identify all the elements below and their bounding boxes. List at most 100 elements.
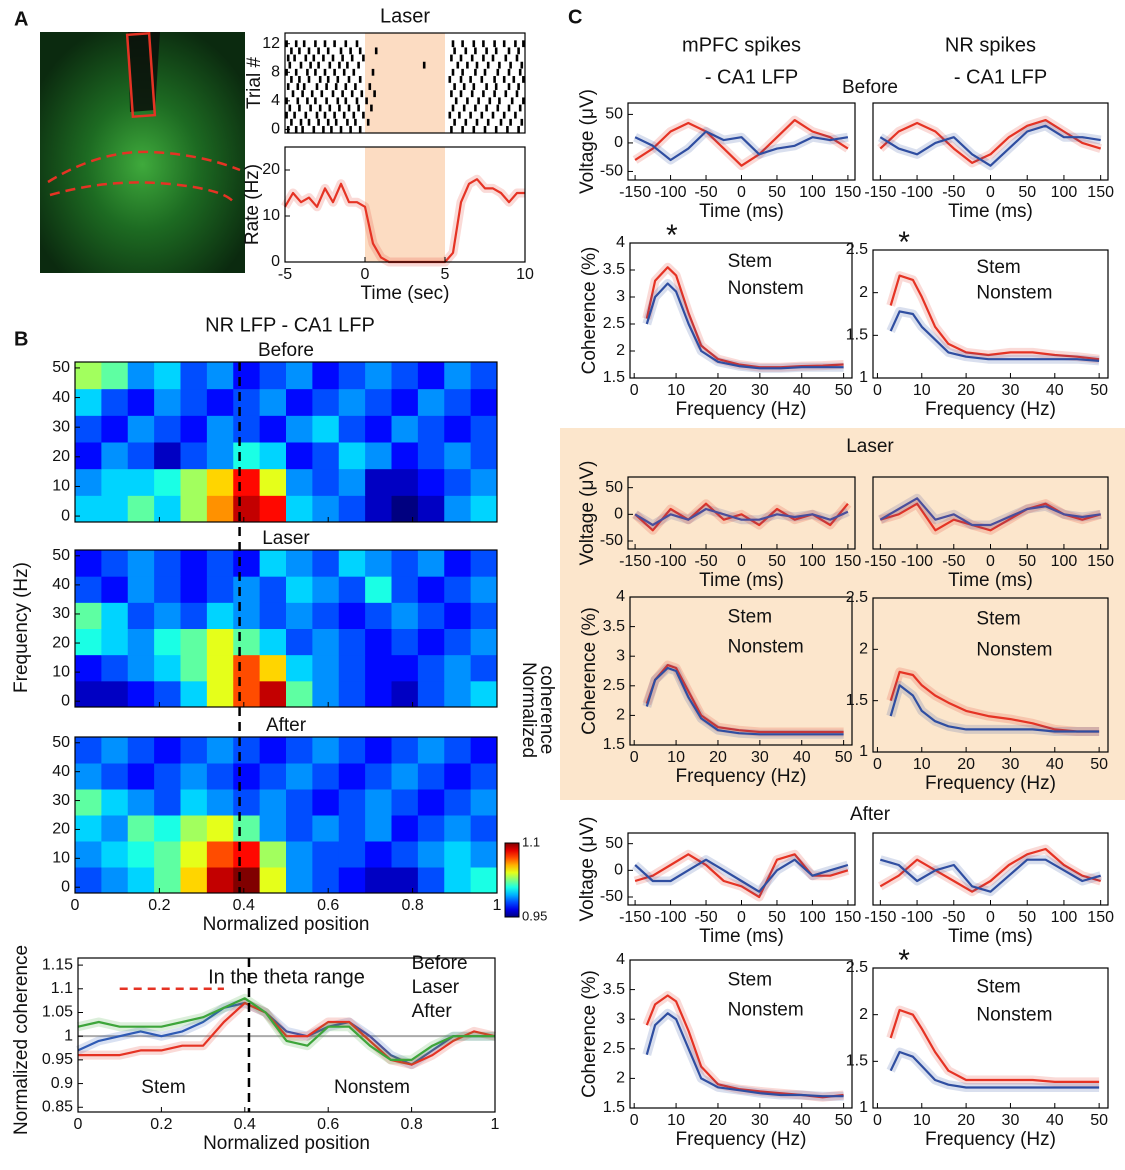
heatmap-cell (206, 442, 234, 470)
heatmap-cell (101, 550, 129, 577)
heatmap-cell (338, 602, 366, 629)
y-tick-label: 0.85 (42, 1098, 73, 1115)
heatmap-cell (470, 628, 498, 656)
x-tick-label: 0 (873, 382, 882, 399)
heatmap-cell (259, 841, 287, 868)
heatmap-cell (233, 550, 261, 577)
heatmap-cell (312, 550, 340, 577)
y-tick-label: 50 (52, 359, 70, 376)
heatmap-cell (470, 415, 498, 443)
heatmap-cell (444, 815, 472, 842)
heatmap-cell (233, 415, 261, 443)
heatmap-cell (233, 442, 261, 470)
heatmap-cell (180, 415, 208, 443)
x-tick-label: 50 (1090, 1112, 1108, 1129)
group-title: After (850, 804, 891, 825)
y-axis-label: Coherence (%) (579, 247, 600, 375)
heatmap-cell (338, 763, 366, 790)
heatmap-cell (338, 550, 366, 577)
heatmap-cell (417, 867, 445, 894)
x-axis-label: Time (ms) (948, 570, 1033, 591)
heatmap-cell (391, 388, 419, 416)
heatmap-cell (365, 841, 392, 868)
heatmap-cell (259, 867, 287, 894)
heatmap-cell (259, 763, 287, 790)
heatmap-cell (233, 841, 261, 868)
heatmap-cell (259, 495, 287, 523)
x-tick-label: 100 (799, 909, 826, 926)
x-tick-label: 40 (1046, 756, 1064, 773)
heatmap-cell (206, 737, 234, 764)
x-tick-label: 0.6 (317, 897, 339, 914)
heatmap-cell (101, 628, 129, 656)
y-axis-label: Coherence (%) (579, 970, 600, 1098)
x-tick-label: 0 (873, 756, 882, 773)
heatmap-cell (75, 576, 102, 603)
x-tick-label: 0.2 (150, 1116, 172, 1133)
x-tick-label: 20 (957, 382, 975, 399)
y-tick-label: 0 (271, 121, 280, 138)
heatmap-cell (312, 495, 340, 523)
heatmap-cell (233, 468, 261, 496)
legend-label: Nonstem (976, 639, 1052, 660)
colorbar-tick-label: 0.95 (522, 908, 547, 923)
x-tick-label: -100 (901, 184, 933, 201)
heatmap-cell (233, 628, 261, 656)
y-tick-label: 0 (61, 878, 70, 895)
heatmap-cell (154, 867, 181, 894)
x-tick-label: 30 (751, 1112, 769, 1129)
heatmap-cell (206, 867, 234, 894)
line (634, 858, 849, 893)
heatmap-cell (127, 867, 155, 894)
heatmap-cell (444, 415, 472, 443)
heatmap-cell (154, 789, 181, 816)
x-tick-label: 20 (957, 756, 975, 773)
heatmap-cell (206, 468, 234, 496)
heatmap-cell (338, 654, 366, 682)
region-label: Nonstem (334, 1077, 410, 1098)
heatmap-cell (286, 789, 313, 816)
line (645, 663, 844, 734)
x-tick-label: 100 (799, 184, 826, 201)
panel-label: A (14, 8, 28, 30)
x-tick-label: 50 (835, 382, 853, 399)
heatmap-cell (180, 654, 208, 682)
x-tick-label: 50 (768, 553, 786, 570)
heatmap-cell (417, 362, 445, 390)
heatmap-cell (391, 576, 419, 603)
x-tick-label: 150 (1087, 184, 1114, 201)
heatmap-cell (180, 680, 208, 708)
heatmap-cell (470, 654, 498, 682)
heatmap-cell (470, 763, 498, 790)
heatmap-cell (180, 576, 208, 603)
heatmap-cell (365, 680, 392, 708)
heatmap-cell (312, 628, 340, 656)
x-tick-label: 30 (751, 749, 769, 766)
x-tick-label: 1 (491, 1116, 500, 1133)
panel-title: After (266, 715, 307, 736)
plot-frame (74, 361, 498, 523)
x-tick-label: 30 (1002, 1112, 1020, 1129)
y-tick-label: 3.5 (603, 618, 625, 635)
y-axis-label: Rate (Hz) (242, 164, 263, 245)
heatmap-cell (444, 680, 472, 708)
x-tick-label: 0 (986, 553, 995, 570)
heatmap-cell (338, 442, 366, 470)
histology-image (40, 31, 245, 273)
heatmap-cell (101, 867, 129, 894)
heatmap-cell (101, 737, 129, 764)
heatmap-cell (233, 815, 261, 842)
x-tick-label: 5 (441, 266, 450, 283)
heatmap-cell (233, 763, 261, 790)
heatmap-cell (154, 576, 181, 603)
heatmap-cell (180, 867, 208, 894)
heatmap-cell (127, 415, 155, 443)
heatmap-cell (286, 841, 313, 868)
heatmap-cell (470, 867, 498, 894)
x-tick-label: 0 (737, 184, 746, 201)
heatmap-cell (391, 867, 419, 894)
y-tick-label: 50 (605, 106, 623, 123)
line (645, 1012, 844, 1098)
heatmap-cell (233, 602, 261, 629)
x-tick-label: 100 (799, 553, 826, 570)
